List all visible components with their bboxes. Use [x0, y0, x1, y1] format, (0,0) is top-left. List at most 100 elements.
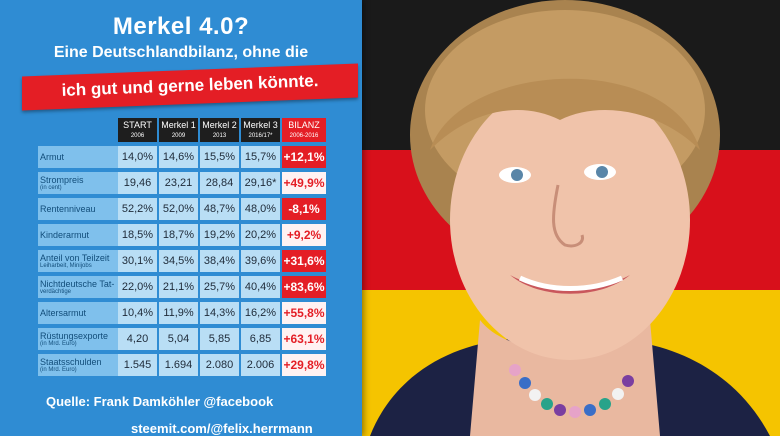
value-cell: 52,0% — [159, 198, 198, 220]
row-label-text: Kinderarmut — [40, 230, 90, 240]
column-header-year: 2006 — [130, 133, 145, 139]
bilanz-cell: +55,8% — [282, 302, 326, 324]
bilanz-cell: +31,6% — [282, 250, 326, 272]
value-cell: 21,1% — [159, 276, 198, 298]
value-cell: 48,7% — [200, 198, 239, 220]
value-cell: 2.006 — [241, 354, 280, 376]
row-label-text: Anteil von Teilzeit — [40, 252, 110, 263]
column-header-label: Merkel 1 — [161, 120, 196, 130]
value-cell: 23,21 — [159, 172, 198, 194]
infographic-panel: Merkel 4.0? Eine Deutschlandbilanz, ohne… — [0, 0, 362, 436]
value-cell: 14,0% — [118, 146, 157, 168]
merkel-portrait — [330, 0, 780, 436]
row-label-text: Rüstungsexporte — [40, 330, 109, 341]
bilanz-cell: +9,2% — [282, 224, 326, 246]
row-label-text: Rentenniveau — [40, 204, 96, 214]
value-cell: 19,46 — [118, 172, 157, 194]
row-label: Altersarmut — [38, 302, 118, 324]
value-cell: 29,16* — [241, 172, 280, 194]
value-cell: 48,0% — [241, 198, 280, 220]
table-row: Anteil von Teilzeit Leiharbeit, Minijobs 3… — [38, 250, 358, 272]
table-row: Strompreis (in cent) 19,46 23,21 28,84 29,16*… — [38, 172, 358, 194]
bilanz-cell: +63,1% — [282, 328, 326, 350]
value-cell: 15,7% — [241, 146, 280, 168]
table-row: Armut 14,0% 14,6% 15,5% 15,7% +12,1% — [38, 146, 358, 168]
row-label: Armut — [38, 146, 118, 168]
table-row: Kinderarmut 18,5% 18,7% 19,2% 20,2% +9,2% — [38, 224, 358, 246]
value-cell: 38,4% — [200, 250, 239, 272]
website-credit: steemit.com/@felix.herrmann — [131, 421, 313, 436]
bilanz-cell: +29,8% — [282, 354, 326, 376]
value-cell: 1.545 — [118, 354, 157, 376]
value-cell: 10,4% — [118, 302, 157, 324]
row-label: Anteil von Teilzeit Leiharbeit, Minijobs — [38, 250, 118, 272]
value-cell: 18,5% — [118, 224, 157, 246]
row-label-note: Leiharbeit, Minijobs — [40, 262, 92, 269]
row-label: Nichtdeutsche Tat-verdächtige — [38, 276, 118, 298]
value-cell: 19,2% — [200, 224, 239, 246]
column-header-label: Merkel 3 — [243, 120, 278, 130]
row-label-note: (in Mrd. Euro) — [40, 366, 77, 373]
value-cell: 52,2% — [118, 198, 157, 220]
bilanz-cell: +83,6% — [282, 276, 326, 298]
column-header-label: BILANZ — [288, 120, 320, 130]
row-label: Strompreis (in cent) — [38, 172, 118, 194]
column-header-year: 2006-2016 — [289, 133, 319, 139]
column-header-year: 2009 — [171, 133, 186, 139]
value-cell: 16,2% — [241, 302, 280, 324]
bilanz-cell: +49,9% — [282, 172, 326, 194]
row-label-note: verdächtige — [40, 288, 72, 295]
row-label: Rüstungsexporte (in Mrd. Euro) — [38, 328, 118, 350]
value-cell: 5,85 — [200, 328, 239, 350]
row-label-text: Staatsschulden — [40, 356, 102, 367]
column-header-year: 2013 — [212, 133, 227, 139]
value-cell: 5,04 — [159, 328, 198, 350]
value-cell: 6,85 — [241, 328, 280, 350]
row-label: Kinderarmut — [38, 224, 118, 246]
row-label-text: Nichtdeutsche Tat- — [40, 278, 115, 289]
bilanz-cell: +12,1% — [282, 146, 326, 168]
value-cell: 22,0% — [118, 276, 157, 298]
table-row: Staatsschulden (in Mrd. Euro) 1.545 1.694 2.… — [38, 354, 358, 376]
value-cell: 14,3% — [200, 302, 239, 324]
value-cell: 34,5% — [159, 250, 198, 272]
value-cell: 28,84 — [200, 172, 239, 194]
bilanz-cell: -8,1% — [282, 198, 326, 220]
portrait-illustration — [330, 0, 780, 436]
table-row: Rentenniveau 52,2% 52,0% 48,7% 48,0% -8,1% — [38, 198, 358, 220]
table-row: Rüstungsexporte (in Mrd. Euro) 4,20 5,04 5,8… — [38, 328, 358, 350]
row-label-note: (in Mrd. Euro) — [40, 340, 77, 347]
table-row: Altersarmut 10,4% 11,9% 14,3% 16,2% +55,8% — [38, 302, 358, 324]
subheadline: Eine Deutschlandbilanz, ohne die — [53, 44, 309, 61]
row-label-note: (in cent) — [40, 184, 62, 191]
value-cell: 40,4% — [241, 276, 280, 298]
value-cell: 1.694 — [159, 354, 198, 376]
value-cell: 2.080 — [200, 354, 239, 376]
row-label: Rentenniveau — [38, 198, 118, 220]
column-header: START 2006 — [118, 118, 157, 142]
row-label-text: Altersarmut — [40, 308, 87, 318]
value-cell: 4,20 — [118, 328, 157, 350]
source-credit: Quelle: Frank Damköhler @facebook — [46, 394, 274, 409]
row-label-text: Armut — [40, 152, 65, 162]
column-header: Merkel 3 2016/17* — [241, 118, 280, 142]
value-cell: 25,7% — [200, 276, 239, 298]
value-cell: 15,5% — [200, 146, 239, 168]
value-cell: 20,2% — [241, 224, 280, 246]
table-row: Nichtdeutsche Tat-verdächtige 22,0% 21,1% 2… — [38, 276, 358, 298]
headline: Merkel 4.0? — [112, 13, 250, 40]
value-cell: 30,1% — [118, 250, 157, 272]
column-header-label: Merkel 2 — [202, 120, 237, 130]
column-header-year: 2016/17* — [248, 133, 273, 139]
necklace — [509, 364, 634, 418]
value-cell: 14,6% — [159, 146, 198, 168]
value-cell: 39,6% — [241, 250, 280, 272]
column-header: Merkel 1 2009 — [159, 118, 198, 142]
column-header: Merkel 2 2013 — [200, 118, 239, 142]
value-cell: 18,7% — [159, 224, 198, 246]
column-header: BILANZ 2006-2016 — [282, 118, 326, 142]
row-label-text: Strompreis — [40, 174, 84, 185]
row-label: Staatsschulden (in Mrd. Euro) — [38, 354, 118, 376]
value-cell: 11,9% — [159, 302, 198, 324]
column-header-label: START — [123, 120, 152, 130]
